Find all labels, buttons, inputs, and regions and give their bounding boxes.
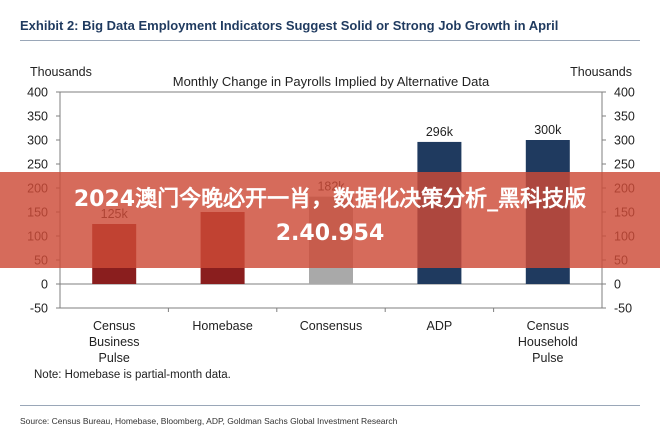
left-axis-unit-label: Thousands (30, 65, 92, 79)
bar-data-label: 296k (426, 125, 454, 139)
right-tick-label: 250 (614, 158, 635, 172)
source-line: Source: Census Bureau, Homebase, Bloombe… (20, 416, 398, 426)
left-tick-label: 350 (27, 110, 48, 124)
right-tick-label: -50 (614, 302, 632, 316)
left-tick-label: 250 (27, 158, 48, 172)
left-tick-label: 300 (27, 134, 48, 148)
chart-title: Monthly Change in Payrolls Implied by Al… (173, 74, 490, 89)
right-tick-label: 300 (614, 134, 635, 148)
overlay-banner-text: 2024澳门今晚必开一肖，数据化决策分析_黑科技版2.40.954 (73, 187, 587, 246)
overlay-banner (0, 172, 660, 268)
category-label: Census (93, 319, 135, 333)
right-axis-unit-label: Thousands (570, 65, 632, 79)
bar-data-label: 300k (534, 123, 562, 137)
right-tick-label: 350 (614, 110, 635, 124)
bottom-divider (20, 405, 640, 406)
left-tick-label: 0 (41, 278, 48, 292)
top-divider (20, 40, 640, 41)
category-label: Pulse (532, 351, 563, 365)
category-label: Homebase (192, 319, 252, 333)
category-label: Pulse (99, 351, 130, 365)
exhibit-title: Exhibit 2: Big Data Employment Indicator… (20, 18, 559, 33)
category-label: Household (518, 335, 578, 349)
category-label: Census (527, 319, 569, 333)
left-tick-label: -50 (30, 302, 48, 316)
right-tick-label: 400 (614, 86, 635, 100)
category-label: Business (89, 335, 140, 349)
right-tick-label: 0 (614, 278, 621, 292)
category-label: Consensus (300, 319, 363, 333)
category-label: ADP (427, 319, 453, 333)
left-tick-label: 400 (27, 86, 48, 100)
chart-note: Note: Homebase is partial-month data. (34, 369, 231, 381)
